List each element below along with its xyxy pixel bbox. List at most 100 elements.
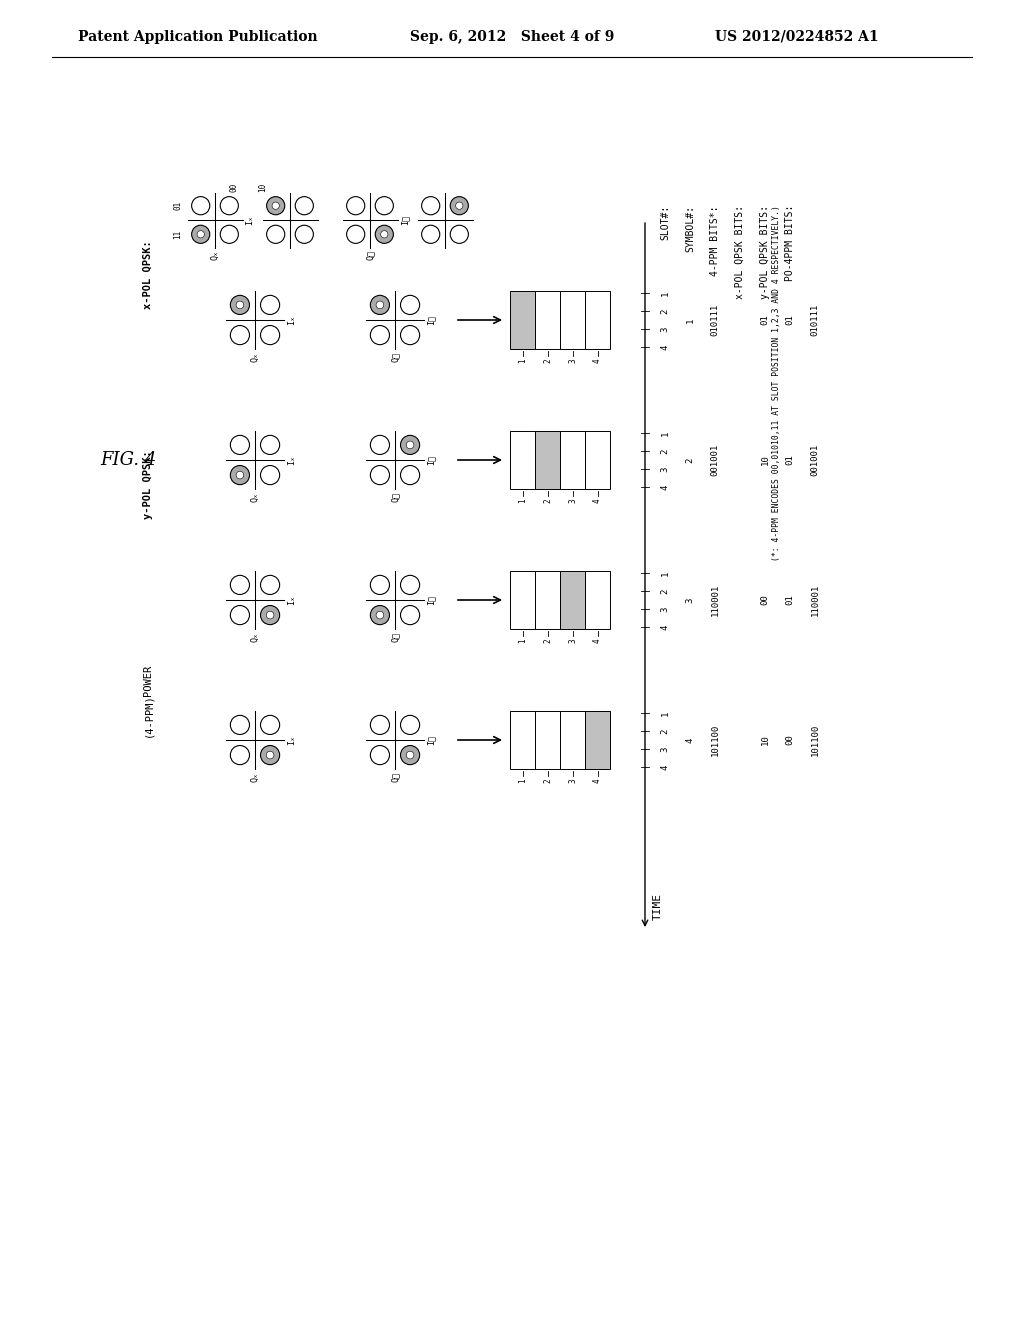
Text: FIG. 4: FIG. 4 <box>100 451 157 469</box>
Circle shape <box>400 466 420 484</box>
Circle shape <box>191 197 210 215</box>
Text: 001001: 001001 <box>711 444 720 477</box>
Text: 3: 3 <box>568 498 577 503</box>
Text: 4: 4 <box>593 498 602 503</box>
Text: y-POL QPSK BITS:: y-POL QPSK BITS: <box>760 205 770 300</box>
Bar <box>585 290 610 348</box>
Circle shape <box>260 466 280 484</box>
Bar <box>510 432 535 488</box>
Text: 11: 11 <box>173 230 182 239</box>
Circle shape <box>376 301 384 309</box>
Text: 3: 3 <box>660 326 670 331</box>
Text: Qₓ: Qₓ <box>251 352 259 362</box>
Circle shape <box>230 436 250 454</box>
Text: Qᵧ: Qᵧ <box>390 632 399 642</box>
Circle shape <box>220 197 239 215</box>
Circle shape <box>347 226 365 243</box>
Circle shape <box>451 197 468 215</box>
Text: 2: 2 <box>543 358 552 363</box>
Circle shape <box>230 715 250 734</box>
Bar <box>560 572 585 630</box>
Circle shape <box>371 466 389 484</box>
Text: 00: 00 <box>785 735 795 746</box>
Circle shape <box>400 715 420 734</box>
Text: 10: 10 <box>258 183 267 193</box>
Circle shape <box>371 296 389 314</box>
Text: 3: 3 <box>685 598 694 603</box>
Circle shape <box>260 576 280 594</box>
Text: 001001: 001001 <box>811 444 819 477</box>
Text: 3: 3 <box>568 638 577 643</box>
Text: 4: 4 <box>593 358 602 363</box>
Circle shape <box>230 296 250 314</box>
Text: TIME: TIME <box>653 894 663 920</box>
Text: Qₓ: Qₓ <box>211 251 219 260</box>
Text: 3: 3 <box>568 777 577 783</box>
Text: Iₓ: Iₓ <box>246 215 255 224</box>
Text: Iₓ: Iₓ <box>287 315 296 325</box>
Text: 101100: 101100 <box>711 723 720 756</box>
Text: Qᵧ: Qᵧ <box>366 251 375 260</box>
Circle shape <box>422 197 439 215</box>
Circle shape <box>371 326 389 345</box>
Text: 4: 4 <box>660 764 670 770</box>
Text: Iᵧ: Iᵧ <box>400 215 410 224</box>
Text: 3: 3 <box>660 746 670 751</box>
Text: 010111: 010111 <box>711 304 720 337</box>
Text: 4: 4 <box>660 345 670 350</box>
Text: Iᵧ: Iᵧ <box>427 735 436 744</box>
Circle shape <box>451 226 468 243</box>
Text: 1: 1 <box>685 317 694 322</box>
Text: 3: 3 <box>660 466 670 471</box>
Bar <box>535 572 560 630</box>
Text: 2: 2 <box>660 729 670 734</box>
Circle shape <box>230 606 250 624</box>
Circle shape <box>230 746 250 764</box>
Circle shape <box>260 436 280 454</box>
Circle shape <box>371 715 389 734</box>
Circle shape <box>407 751 414 759</box>
Circle shape <box>237 301 244 309</box>
Text: Qᵧ: Qᵧ <box>390 352 399 362</box>
Text: 4: 4 <box>685 738 694 743</box>
Text: 00: 00 <box>229 183 239 193</box>
Text: 01: 01 <box>785 454 795 466</box>
Bar <box>510 290 535 348</box>
Circle shape <box>266 751 273 759</box>
Text: 1: 1 <box>518 498 527 503</box>
Text: Iₓ: Iₓ <box>287 595 296 605</box>
Circle shape <box>197 231 205 238</box>
Text: Qₓ: Qₓ <box>251 772 259 781</box>
Text: 110001: 110001 <box>711 583 720 616</box>
Circle shape <box>400 576 420 594</box>
Circle shape <box>376 611 384 619</box>
Text: 10: 10 <box>761 735 769 746</box>
Text: x-POL QPSK:: x-POL QPSK: <box>143 240 153 309</box>
Circle shape <box>266 197 285 215</box>
Circle shape <box>375 197 393 215</box>
Text: Qᵧ: Qᵧ <box>390 772 399 781</box>
Circle shape <box>260 606 280 624</box>
Text: Qₓ: Qₓ <box>251 492 259 502</box>
Text: Patent Application Publication: Patent Application Publication <box>78 30 317 44</box>
Circle shape <box>191 226 210 243</box>
Circle shape <box>230 326 250 345</box>
Circle shape <box>237 471 244 479</box>
Circle shape <box>400 326 420 345</box>
Bar <box>560 711 585 770</box>
Text: 1: 1 <box>660 290 670 296</box>
Bar <box>510 572 535 630</box>
Circle shape <box>371 746 389 764</box>
Text: 00: 00 <box>761 594 769 606</box>
Text: 1: 1 <box>660 430 670 436</box>
Circle shape <box>295 226 313 243</box>
Text: 2: 2 <box>543 498 552 503</box>
Text: Iₓ: Iₓ <box>287 735 296 744</box>
Circle shape <box>400 746 420 764</box>
Text: 2: 2 <box>660 309 670 314</box>
Bar <box>535 432 560 488</box>
Text: 1: 1 <box>518 777 527 783</box>
Circle shape <box>230 466 250 484</box>
Text: 2: 2 <box>543 638 552 643</box>
Circle shape <box>371 576 389 594</box>
